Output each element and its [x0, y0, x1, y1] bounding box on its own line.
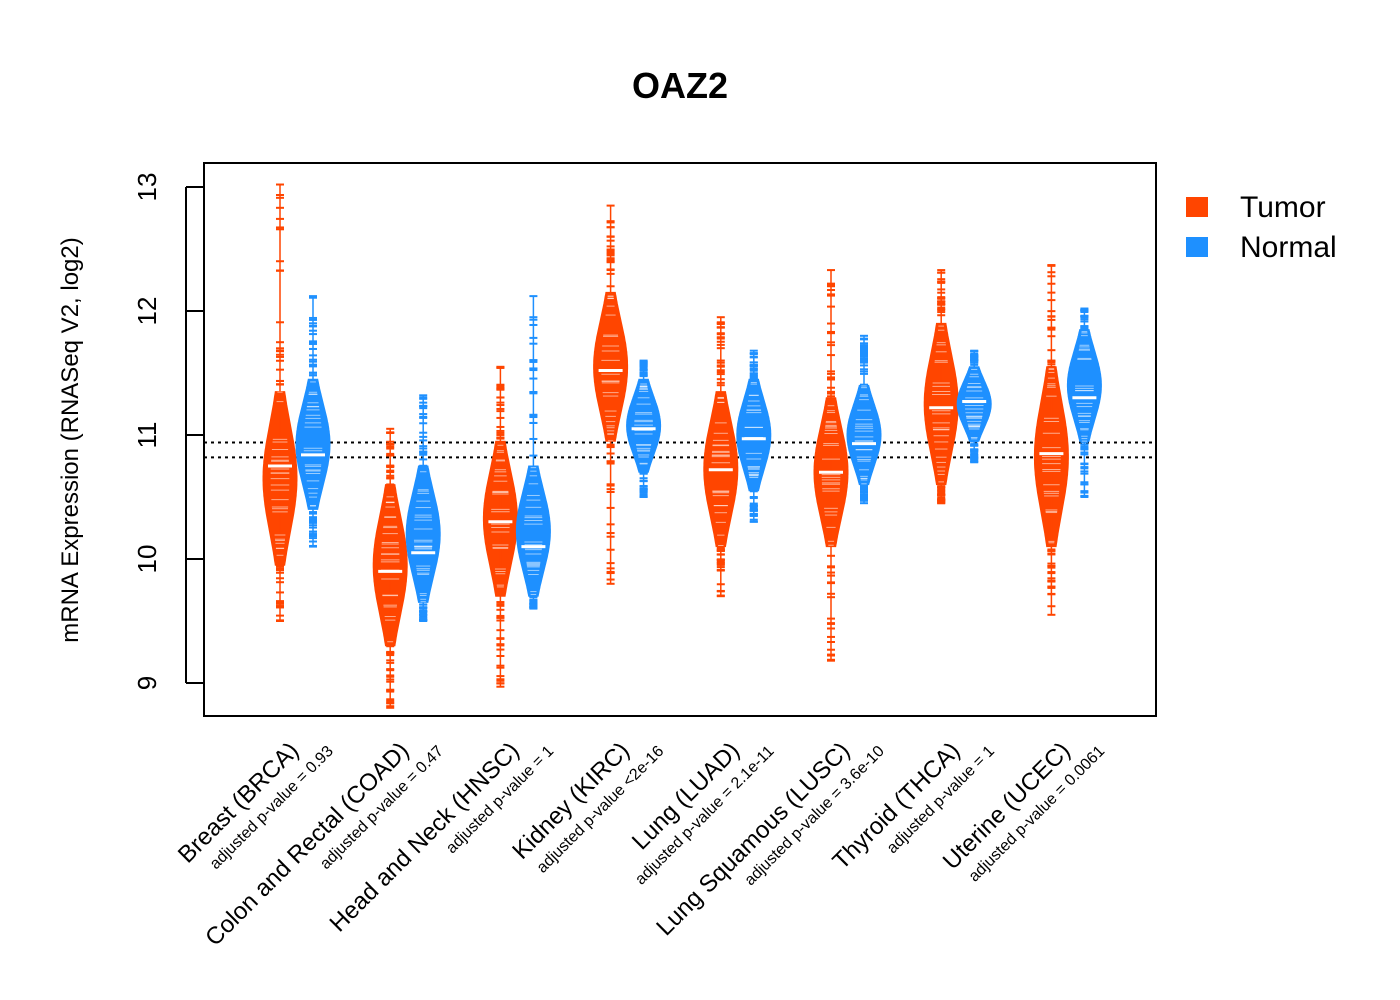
violin-tumor	[813, 269, 849, 662]
legend-swatch	[1186, 237, 1208, 257]
violin-tumor	[703, 316, 739, 598]
y-tick-label: 12	[132, 297, 162, 326]
violin-tumor	[1033, 264, 1069, 616]
y-axis-label: mRNA Expression (RNASeq V2, log2)	[57, 237, 84, 643]
violin-normal	[295, 295, 331, 548]
violin-normal	[846, 334, 882, 505]
violin-normal	[1066, 307, 1102, 498]
violin-normal	[956, 349, 992, 464]
violin-normal	[736, 349, 772, 523]
violin-normal	[405, 394, 441, 622]
violin-tumor	[482, 365, 518, 688]
legend-label: Tumor	[1240, 191, 1326, 224]
violin-normal	[626, 359, 662, 498]
chart-title: OAZ2	[632, 65, 728, 106]
y-tick-label: 9	[132, 676, 162, 690]
violin-tumor	[372, 427, 408, 709]
violin-tumor	[593, 204, 629, 585]
plot-area: 9 10 11 12 13	[132, 162, 1157, 717]
violin-tumor	[923, 269, 959, 505]
legend: Tumor Normal	[1186, 191, 1337, 264]
y-tick-label: 11	[132, 422, 162, 449]
y-tick-label: 10	[132, 545, 162, 574]
x-axis-labels: Breast (BRCA)adjusted p-value = 0.93Colo…	[173, 737, 1108, 951]
y-tick-label: 13	[132, 173, 162, 202]
violin-normal	[515, 295, 551, 610]
plot-frame	[203, 162, 1157, 717]
legend-label: Normal	[1240, 231, 1337, 264]
violin-tumor	[262, 183, 298, 622]
legend-swatch	[1186, 197, 1208, 217]
